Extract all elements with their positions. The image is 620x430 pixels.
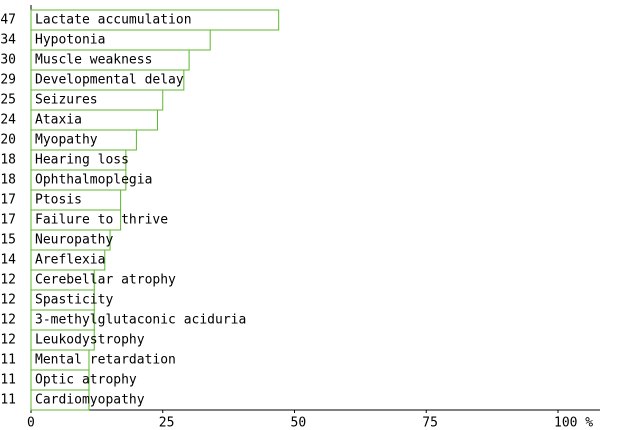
value-label: 29 [0,73,16,88]
bar-label: Ophthalmoplegia [35,173,152,188]
bar-label: Muscle weakness [35,53,152,68]
value-label: 17 [0,193,16,208]
bar-label: Ataxia [35,113,82,128]
value-label: 17 [0,213,16,228]
bar-label: 3-methylglutaconic aciduria [35,313,246,328]
x-tick-label: 0 [27,416,35,430]
value-label: 12 [0,333,16,348]
bar-label: Leukodystrophy [35,333,145,348]
value-label: 14 [0,253,16,268]
bar-label: Neuropathy [35,233,113,248]
value-label: 20 [0,133,16,148]
bar-label: Developmental delay [35,73,184,88]
bar-label: Cardiomyopathy [35,393,145,408]
bar-label: Ptosis [35,193,82,208]
value-label: 18 [0,153,16,168]
value-label: 47 [0,13,16,28]
bar-label: Spasticity [35,293,113,308]
bar-label: Myopathy [35,133,98,148]
x-tick-label: 50 [291,416,307,430]
value-label: 34 [0,33,16,48]
value-label: 25 [0,93,16,108]
value-label: 11 [0,373,16,388]
bar-label: Cerebellar atrophy [35,273,176,288]
bar-label: Optic atrophy [35,373,137,388]
value-label: 11 [0,393,16,408]
value-label: 12 [0,293,16,308]
bar [30,389,90,411]
x-tick-label: 25 [159,416,175,430]
x-tick-label: 100 % [554,416,593,430]
value-label: 15 [0,233,16,248]
value-label: 18 [0,173,16,188]
x-tick-label: 75 [422,416,438,430]
bar-label: Hypotonia [35,33,105,48]
bar-label: Mental retardation [35,353,176,368]
value-label: 12 [0,273,16,288]
bar-label: Lactate accumulation [35,13,192,28]
bar-label: Seizures [35,93,98,108]
value-label: 24 [0,113,16,128]
value-label: 12 [0,313,16,328]
value-label: 11 [0,353,16,368]
value-label: 30 [0,53,16,68]
bar-label: Areflexia [35,253,105,268]
bar-label: Hearing loss [35,153,129,168]
bar-label: Failure to thrive [35,213,168,228]
